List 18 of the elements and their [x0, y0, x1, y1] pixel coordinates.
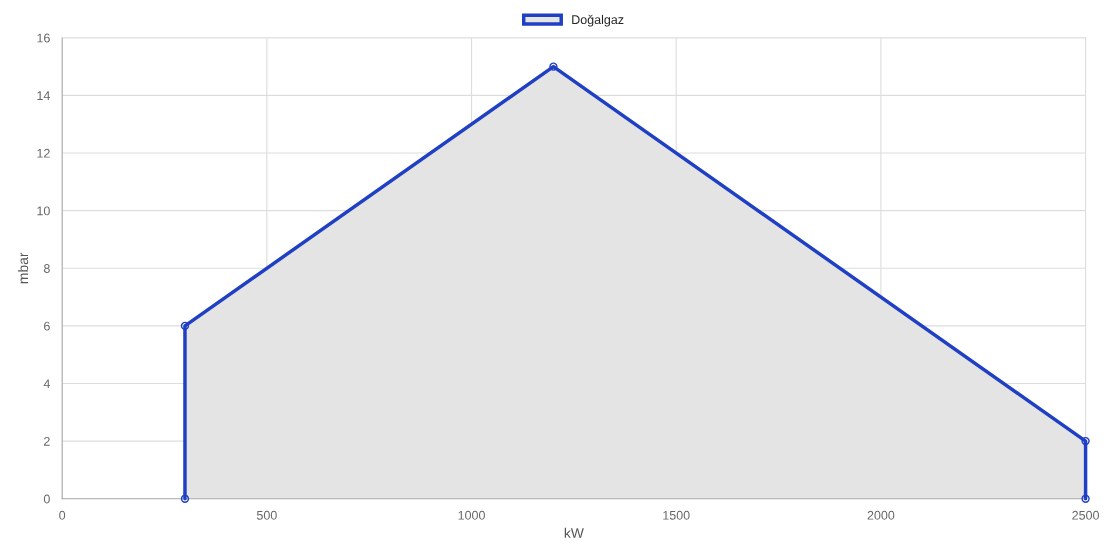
x-tick-label: 2500	[1072, 510, 1099, 520]
y-tick-label: 12	[37, 148, 50, 158]
y-tick-label: 14	[37, 91, 50, 100]
x-tick-label: 500	[256, 510, 277, 520]
y-tick-label: 2	[44, 436, 50, 446]
x-tick-label: 0	[59, 510, 66, 520]
y-axis-title: mbar	[17, 252, 29, 284]
y-tick-label: 0	[43, 494, 50, 504]
legend-label: Doğalgaz	[572, 14, 624, 27]
y-tick-label: 16	[37, 33, 50, 43]
y-tick-label: 10	[37, 206, 50, 216]
x-tick-label: 1500	[663, 510, 690, 520]
x-tick-label: 1000	[458, 510, 485, 520]
x-axis-title: kW	[564, 527, 584, 538]
y-tick-label: 4	[43, 379, 50, 389]
x-tick-label: 2000	[867, 510, 895, 520]
y-tick-label: 8	[43, 264, 50, 273]
y-tick-label: 6	[44, 321, 50, 331]
